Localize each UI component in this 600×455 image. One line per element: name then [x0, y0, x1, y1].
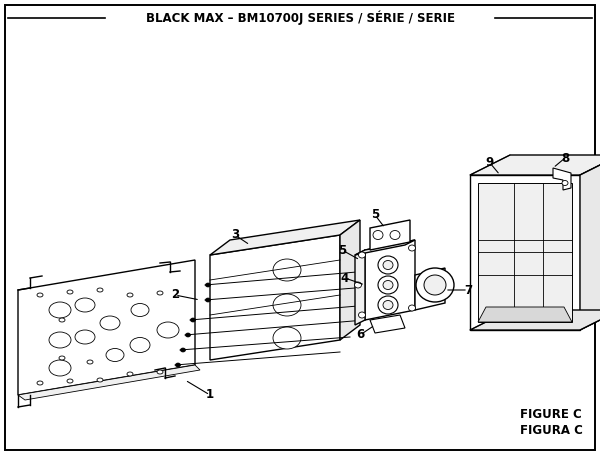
Ellipse shape	[106, 349, 124, 362]
Ellipse shape	[562, 181, 568, 186]
Ellipse shape	[383, 261, 393, 269]
Polygon shape	[553, 168, 571, 190]
Ellipse shape	[130, 338, 150, 353]
Ellipse shape	[37, 381, 43, 385]
Text: 3: 3	[231, 228, 239, 242]
Text: BLACK MAX – BM10700J SERIES / SÉRIE / SERIE: BLACK MAX – BM10700J SERIES / SÉRIE / SE…	[146, 11, 455, 25]
Ellipse shape	[181, 348, 185, 352]
Text: 6: 6	[356, 329, 364, 342]
Polygon shape	[365, 240, 415, 320]
Ellipse shape	[49, 360, 71, 376]
Polygon shape	[370, 220, 410, 250]
Text: 8: 8	[561, 152, 569, 165]
Ellipse shape	[359, 252, 365, 258]
Polygon shape	[370, 315, 405, 333]
Ellipse shape	[185, 333, 191, 337]
Ellipse shape	[378, 256, 398, 274]
Text: FIGURA C: FIGURA C	[520, 424, 583, 436]
Ellipse shape	[409, 305, 415, 311]
Ellipse shape	[355, 282, 361, 288]
Text: 9: 9	[486, 157, 494, 170]
Ellipse shape	[273, 327, 301, 349]
Ellipse shape	[373, 231, 383, 239]
Ellipse shape	[157, 291, 163, 295]
Text: 2: 2	[171, 288, 179, 302]
Ellipse shape	[37, 293, 43, 297]
Ellipse shape	[49, 332, 71, 348]
Ellipse shape	[409, 245, 415, 251]
Ellipse shape	[383, 300, 393, 309]
Ellipse shape	[157, 322, 179, 338]
Polygon shape	[478, 183, 572, 322]
Ellipse shape	[424, 275, 446, 295]
Ellipse shape	[100, 316, 120, 330]
Ellipse shape	[359, 312, 365, 318]
Text: 5: 5	[371, 208, 379, 222]
Ellipse shape	[67, 379, 73, 383]
Text: 5: 5	[338, 243, 346, 257]
Ellipse shape	[273, 294, 301, 316]
Ellipse shape	[176, 363, 181, 367]
Polygon shape	[210, 220, 360, 255]
Polygon shape	[340, 220, 360, 340]
Polygon shape	[580, 155, 600, 330]
Text: FIGURE C: FIGURE C	[520, 409, 582, 421]
Polygon shape	[18, 260, 195, 395]
Ellipse shape	[97, 288, 103, 292]
Ellipse shape	[416, 268, 454, 302]
Polygon shape	[18, 365, 200, 400]
Ellipse shape	[59, 356, 65, 360]
Ellipse shape	[383, 280, 393, 289]
Polygon shape	[478, 307, 572, 322]
FancyBboxPatch shape	[5, 5, 595, 450]
Ellipse shape	[67, 290, 73, 294]
Ellipse shape	[97, 378, 103, 382]
Polygon shape	[355, 240, 415, 255]
Polygon shape	[355, 250, 365, 325]
Ellipse shape	[131, 303, 149, 317]
Ellipse shape	[205, 298, 211, 302]
Ellipse shape	[75, 298, 95, 312]
Text: 7: 7	[464, 283, 472, 297]
Polygon shape	[415, 268, 445, 310]
Ellipse shape	[87, 360, 93, 364]
Ellipse shape	[157, 370, 163, 374]
Ellipse shape	[378, 276, 398, 294]
Ellipse shape	[49, 302, 71, 318]
Polygon shape	[470, 175, 580, 330]
Ellipse shape	[378, 296, 398, 314]
Ellipse shape	[191, 318, 196, 322]
Text: 1: 1	[206, 389, 214, 401]
Polygon shape	[470, 310, 600, 330]
Polygon shape	[470, 155, 600, 175]
Ellipse shape	[390, 231, 400, 239]
Ellipse shape	[127, 293, 133, 297]
Text: 4: 4	[341, 272, 349, 284]
Ellipse shape	[205, 283, 211, 287]
Ellipse shape	[75, 330, 95, 344]
Polygon shape	[210, 235, 340, 360]
Ellipse shape	[273, 259, 301, 281]
Ellipse shape	[59, 318, 65, 322]
Ellipse shape	[127, 372, 133, 376]
